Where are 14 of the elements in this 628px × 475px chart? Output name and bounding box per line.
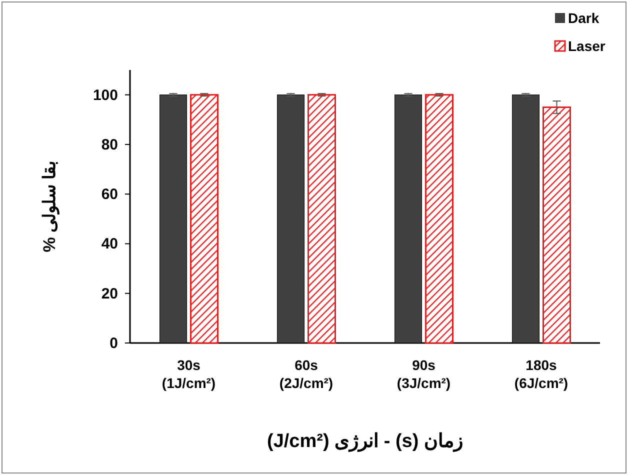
x-axis-title: زمان (s) - انرژی (J/cm²) — [267, 431, 463, 452]
y-tick-label: 20 — [101, 285, 118, 302]
y-tick-label: 40 — [101, 236, 118, 253]
x-tick-label: 30s (1J/cm²) — [162, 357, 216, 391]
y-tick-label: 60 — [101, 186, 118, 204]
legend-label: Dark — [568, 10, 600, 26]
x-tick-label: 180s (6J/cm²) — [514, 357, 568, 391]
x-tick-label: 60s (2J/cm²) — [279, 357, 334, 391]
y-tick-label: 0 — [110, 335, 118, 352]
y-tick-label: 80 — [101, 136, 118, 154]
y-tick-label: 100 — [92, 86, 118, 104]
legend-label: Laser — [568, 38, 606, 54]
x-tick-label: 90s (3J/cm²) — [396, 357, 451, 391]
y-axis-title: بقا سلولی % — [40, 160, 60, 252]
